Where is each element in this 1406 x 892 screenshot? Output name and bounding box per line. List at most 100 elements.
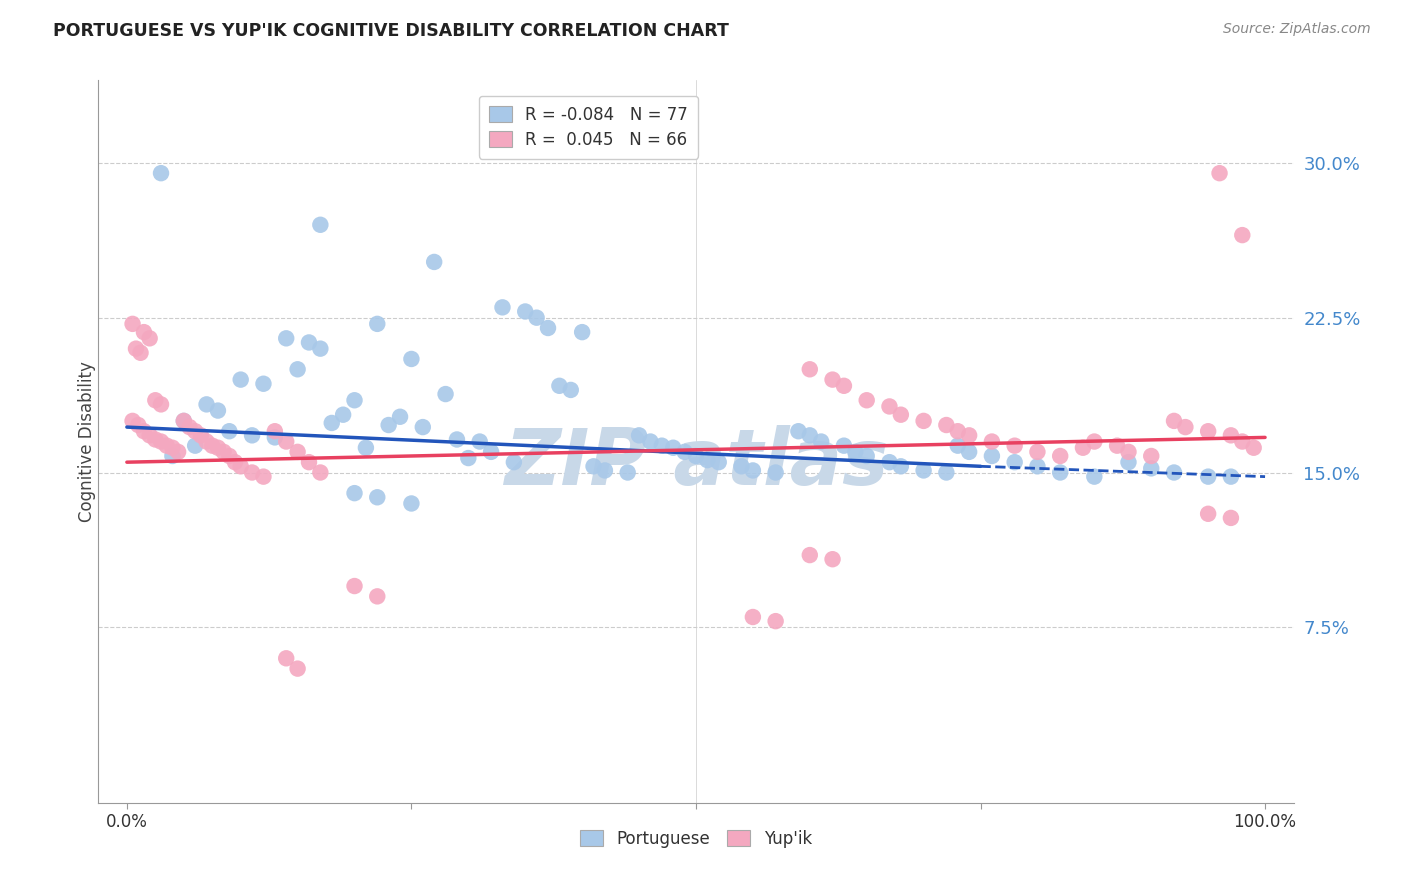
Point [1197, 469, 1219, 483]
Point [879, 400, 901, 414]
Point [1049, 449, 1071, 463]
Point [946, 439, 969, 453]
Point [321, 416, 343, 430]
Point [129, 345, 152, 359]
Point [298, 455, 321, 469]
Point [1083, 434, 1105, 449]
Point [673, 445, 696, 459]
Point [218, 424, 240, 438]
Point [537, 321, 560, 335]
Point [571, 325, 593, 339]
Point [582, 459, 605, 474]
Point [946, 424, 969, 438]
Point [332, 408, 354, 422]
Point [401, 496, 423, 510]
Point [366, 490, 388, 504]
Point [190, 428, 212, 442]
Point [457, 451, 479, 466]
Point [799, 428, 821, 442]
Point [207, 441, 229, 455]
Point [434, 387, 457, 401]
Point [423, 255, 446, 269]
Point [179, 420, 201, 434]
Point [1243, 441, 1265, 455]
Point [240, 428, 263, 442]
Point [201, 439, 224, 453]
Point [502, 455, 524, 469]
Point [162, 449, 184, 463]
Point [515, 304, 537, 318]
Point [343, 393, 366, 408]
Point [832, 379, 855, 393]
Point [640, 434, 662, 449]
Text: PORTUGUESE VS YUP'IK COGNITIVE DISABILITY CORRELATION CHART: PORTUGUESE VS YUP'IK COGNITIVE DISABILIT… [53, 22, 730, 40]
Legend: Portuguese, Yup'ik: Portuguese, Yup'ik [572, 822, 820, 856]
Point [1071, 441, 1094, 455]
Point [276, 434, 298, 449]
Point [343, 579, 366, 593]
Point [935, 417, 957, 432]
Point [132, 424, 155, 438]
Point [1163, 414, 1185, 428]
Point [309, 218, 332, 232]
Point [224, 455, 246, 469]
Point [707, 455, 730, 469]
Point [1219, 428, 1241, 442]
Point [1140, 461, 1163, 475]
Point [935, 466, 957, 480]
Point [855, 449, 877, 463]
Point [593, 463, 616, 477]
Point [741, 610, 763, 624]
Point [229, 459, 252, 474]
Point [821, 373, 844, 387]
Point [240, 466, 263, 480]
Point [125, 342, 148, 356]
Point [765, 466, 787, 480]
Point [195, 397, 218, 411]
Point [252, 376, 274, 391]
Point [810, 434, 832, 449]
Point [412, 420, 434, 434]
Point [132, 325, 155, 339]
Point [309, 342, 332, 356]
Point [912, 463, 935, 477]
Point [1118, 445, 1140, 459]
Point [980, 434, 1002, 449]
Point [696, 453, 718, 467]
Point [1049, 466, 1071, 480]
Y-axis label: Cognitive Disability: Cognitive Disability [79, 361, 96, 522]
Point [263, 430, 285, 444]
Point [1107, 439, 1129, 453]
Point [195, 434, 218, 449]
Point [173, 414, 195, 428]
Point [912, 414, 935, 428]
Point [1232, 228, 1254, 243]
Point [121, 414, 143, 428]
Point [127, 417, 149, 432]
Point [799, 548, 821, 562]
Point [212, 445, 235, 459]
Point [685, 449, 707, 463]
Point [138, 331, 160, 345]
Point [287, 662, 309, 676]
Point [184, 439, 207, 453]
Point [138, 428, 160, 442]
Point [207, 403, 229, 417]
Point [821, 552, 844, 566]
Point [1083, 469, 1105, 483]
Point [526, 310, 548, 325]
Point [167, 445, 190, 459]
Point [298, 335, 321, 350]
Point [799, 362, 821, 376]
Point [1174, 420, 1197, 434]
Point [162, 441, 184, 455]
Point [1004, 439, 1026, 453]
Point [150, 166, 173, 180]
Point [1004, 455, 1026, 469]
Point [879, 455, 901, 469]
Point [276, 651, 298, 665]
Point [150, 397, 173, 411]
Point [366, 317, 388, 331]
Point [1140, 449, 1163, 463]
Point [173, 414, 195, 428]
